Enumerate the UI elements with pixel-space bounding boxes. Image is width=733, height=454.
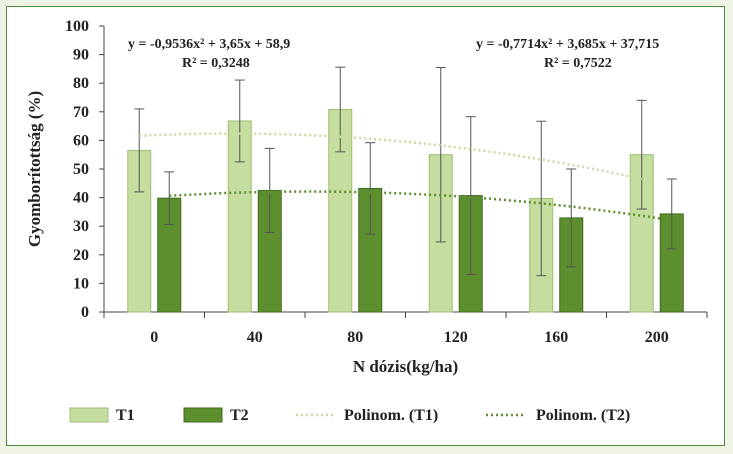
trendline-equation: y = -0,9536x² + 3,65x + 58,9 bbox=[128, 37, 290, 52]
y-tick-label: 20 bbox=[73, 247, 89, 264]
x-tick-label: 0 bbox=[150, 329, 158, 346]
x-axis-title: N dózis(kg/ha) bbox=[353, 357, 458, 376]
legend-swatch-t2 bbox=[183, 407, 223, 423]
x-tick-label: 120 bbox=[444, 329, 468, 346]
y-tick-label: 0 bbox=[81, 304, 89, 321]
y-tick-label: 30 bbox=[73, 218, 89, 235]
y-tick-label: 70 bbox=[73, 104, 89, 121]
x-tick-label: 200 bbox=[645, 329, 669, 346]
trendline-t1 bbox=[139, 132, 643, 181]
legend-label-polinom-t1: Polinom. (T1) bbox=[344, 407, 438, 424]
trendline-equation: y = -0,7714x² + 3,685x + 37,715 bbox=[476, 37, 659, 52]
legend-swatch-t1 bbox=[69, 407, 109, 423]
legend-label-polinom-t2: Polinom. (T2) bbox=[536, 407, 630, 424]
y-tick-label: 100 bbox=[65, 18, 89, 35]
y-tick-label: 80 bbox=[73, 75, 89, 92]
y-axis-title: Gyomborítottság (%) bbox=[25, 91, 44, 247]
x-tick-label: 40 bbox=[247, 329, 263, 346]
x-tick-label: 160 bbox=[544, 329, 568, 346]
legend-label-t2: T2 bbox=[230, 407, 249, 424]
trendline-r2: R² = 0,7522 bbox=[544, 56, 612, 71]
y-tick-label: 50 bbox=[73, 161, 89, 178]
y-tick-label: 90 bbox=[73, 47, 89, 64]
legend-label-t1: T1 bbox=[116, 407, 135, 424]
y-tick-label: 10 bbox=[73, 275, 89, 292]
y-tick-label: 60 bbox=[73, 132, 89, 149]
y-tick-label: 40 bbox=[73, 190, 89, 207]
trendline-t2 bbox=[169, 190, 672, 222]
trendline-r2: R² = 0,3248 bbox=[182, 56, 250, 71]
x-tick-label: 80 bbox=[347, 329, 363, 346]
